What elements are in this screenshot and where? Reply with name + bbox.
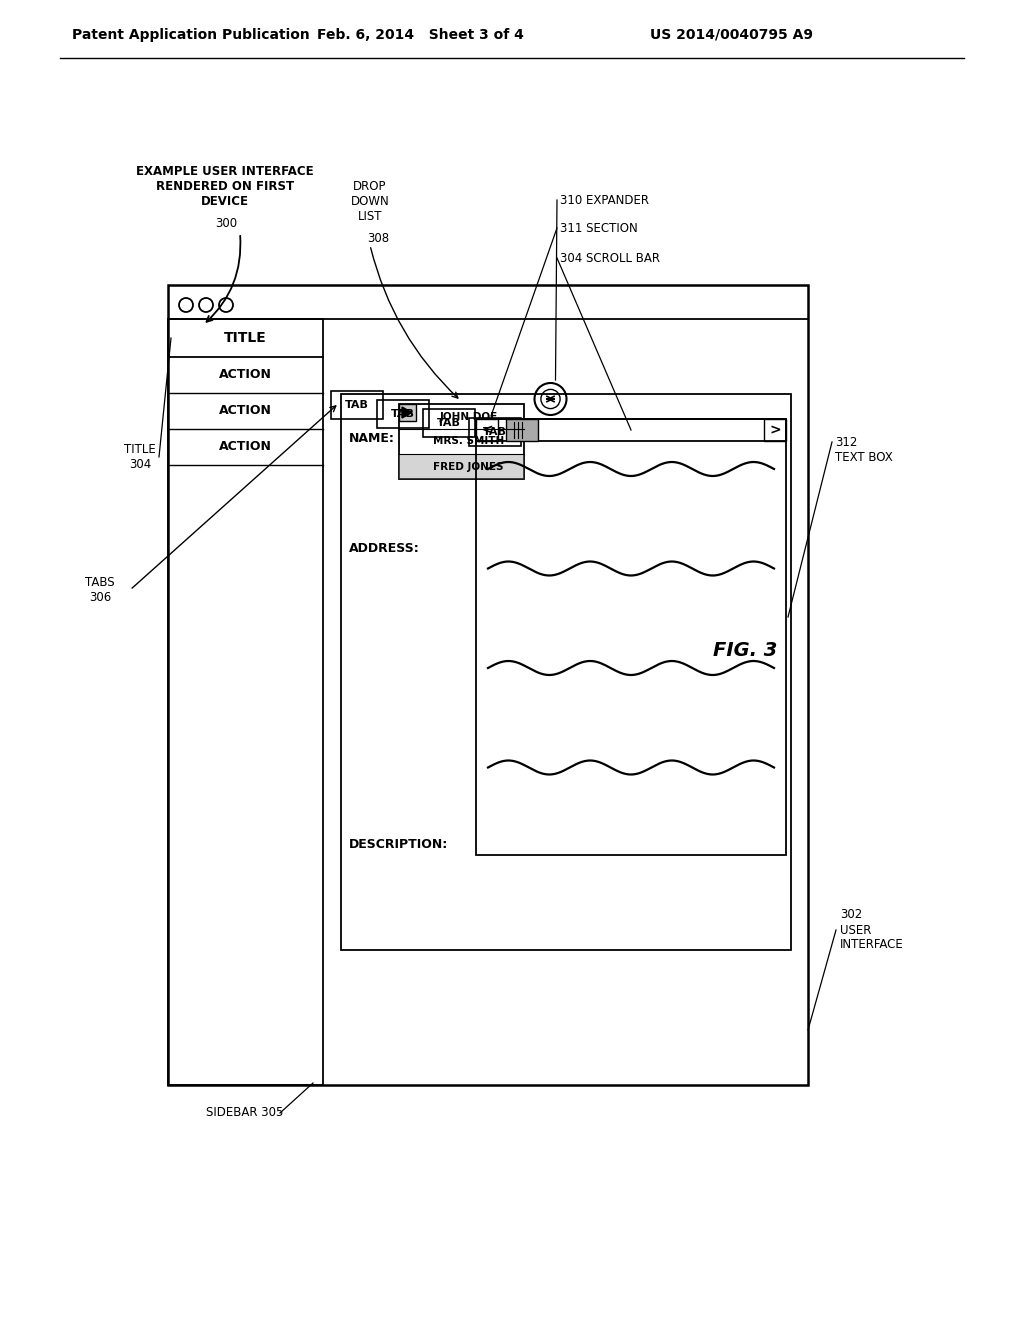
Bar <box>331 391 383 418</box>
Text: NAME:: NAME: <box>349 433 395 446</box>
Text: 302
USER
INTERFACE: 302 USER INTERFACE <box>840 908 904 952</box>
Text: TAB: TAB <box>437 418 461 428</box>
Text: TITLE
304: TITLE 304 <box>124 444 156 471</box>
Text: 310 EXPANDER: 310 EXPANDER <box>560 194 649 206</box>
Bar <box>423 409 475 437</box>
Text: 300: 300 <box>215 216 238 230</box>
Text: 304 SCROLL BAR: 304 SCROLL BAR <box>560 252 660 264</box>
Text: DESCRIPTION:: DESCRIPTION: <box>349 838 449 851</box>
Text: TAB: TAB <box>391 409 415 418</box>
Text: ACTION: ACTION <box>219 441 272 454</box>
Text: TAB: TAB <box>345 400 369 411</box>
Text: 312
TEXT BOX: 312 TEXT BOX <box>835 436 893 465</box>
Text: Patent Application Publication: Patent Application Publication <box>72 28 309 42</box>
Text: FIG. 3: FIG. 3 <box>713 640 777 660</box>
Text: FRED JONES: FRED JONES <box>433 462 504 471</box>
Text: ACTION: ACTION <box>219 368 272 381</box>
Bar <box>399 404 524 479</box>
Bar <box>469 418 521 446</box>
Text: ADDRESS:: ADDRESS: <box>349 543 420 556</box>
Bar <box>476 418 786 441</box>
Bar <box>476 418 498 441</box>
Text: 308: 308 <box>367 232 389 246</box>
Text: EXAMPLE USER INTERFACE
RENDERED ON FIRST
DEVICE: EXAMPLE USER INTERFACE RENDERED ON FIRST… <box>136 165 313 209</box>
Bar <box>341 393 791 950</box>
Text: TAB: TAB <box>483 426 507 437</box>
Bar <box>168 319 323 1085</box>
Bar <box>377 400 429 428</box>
Text: TITLE: TITLE <box>224 331 267 345</box>
Bar <box>506 418 538 441</box>
Text: US 2014/0040795 A9: US 2014/0040795 A9 <box>650 28 813 42</box>
Text: 311 SECTION: 311 SECTION <box>560 222 638 235</box>
Text: JOHN DOE: JOHN DOE <box>439 412 498 421</box>
Text: MRS. SMITH: MRS. SMITH <box>433 437 504 446</box>
Bar <box>476 418 786 855</box>
Text: <: < <box>481 422 493 437</box>
Text: Feb. 6, 2014   Sheet 3 of 4: Feb. 6, 2014 Sheet 3 of 4 <box>316 28 523 42</box>
Text: SIDEBAR 305: SIDEBAR 305 <box>206 1106 284 1119</box>
Text: >: > <box>769 422 781 437</box>
Bar <box>764 418 786 441</box>
Bar <box>399 404 416 421</box>
Bar <box>168 285 808 1085</box>
Text: ACTION: ACTION <box>219 404 272 417</box>
Bar <box>399 454 524 479</box>
Polygon shape <box>402 407 412 418</box>
Text: TABS
306: TABS 306 <box>85 576 115 605</box>
Text: DROP
DOWN
LIST: DROP DOWN LIST <box>350 180 389 223</box>
